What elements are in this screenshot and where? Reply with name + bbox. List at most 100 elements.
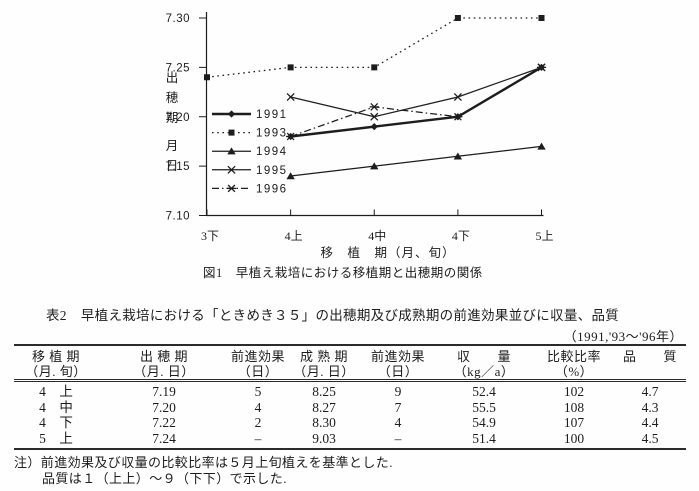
marker-1993 <box>371 64 378 71</box>
column-header: 品 質 <box>622 349 677 364</box>
table-cell: 7.20 <box>152 399 176 415</box>
marker-1993 <box>538 15 545 21</box>
table-cell: 7.19 <box>152 384 176 399</box>
legend-label-1993: 1993 <box>256 128 288 140</box>
table-cell: 7.22 <box>152 415 176 430</box>
x-tick-label: 5上 <box>535 229 553 243</box>
table-cell: 4 下 <box>39 415 73 430</box>
column-header: 成 熟 期 <box>299 349 348 364</box>
y-tick-label: 7.10 <box>166 211 190 223</box>
column-header: 比較比率 <box>546 349 601 364</box>
table-cell: 4.3 <box>641 399 659 415</box>
table-cell: 8.27 <box>312 399 336 415</box>
y-axis-label: 出 <box>166 71 179 85</box>
marker-1994 <box>537 142 546 150</box>
figure1-caption: 図1 早植え栽培における移植期と出穂期の関係 <box>203 265 483 280</box>
table-cell: 102 <box>563 384 585 399</box>
x-tick-label: 4中 <box>368 228 386 243</box>
marker-1994 <box>286 172 295 180</box>
marker-1994 <box>370 162 379 170</box>
column-unit: （%） <box>554 364 594 379</box>
column-unit <box>614 364 686 381</box>
table-row: 5 上 7.24 – 9.03 – 51.4 100 4.5 <box>14 431 686 450</box>
table-cell: 52.4 <box>472 384 496 399</box>
marker-1996 <box>453 112 463 121</box>
table-cell: 2 <box>254 415 262 430</box>
legend-marker-1995 <box>227 165 236 174</box>
results-table-body: 4 上 7.19 5 8.25 9 52.4 102 4.7 4 中 7.20 4 8.27 7 55.5… <box>14 381 686 450</box>
table-row: 4 下 7.22 2 8.30 4 54.9 107 4.4 <box>14 415 686 431</box>
y-tick-label: 7.20 <box>166 112 190 124</box>
table-cell: 54.9 <box>472 415 496 430</box>
table-cell: 55.5 <box>472 399 496 415</box>
table-cell: 4 上 <box>39 384 73 399</box>
table-cell: 108 <box>563 399 585 415</box>
series-line-1991 <box>290 66 543 138</box>
marker-1991 <box>370 123 378 131</box>
table-cell: 4 <box>394 415 402 430</box>
marker-1995 <box>370 112 379 121</box>
legend-label-1994: 1994 <box>256 146 288 158</box>
legend-marker-1991 <box>227 110 236 118</box>
table-cell: 4 中 <box>39 399 73 415</box>
y-tick-label: 7.30 <box>166 13 190 25</box>
legend-label-1995: 1995 <box>256 165 288 177</box>
marker-1996 <box>369 103 379 111</box>
y-tick-label: 7.15 <box>166 161 190 173</box>
table-cell: 4.4 <box>641 415 659 430</box>
table-cell: 8.30 <box>312 415 336 430</box>
column-header: 前進効果 <box>370 349 425 364</box>
table2-label: 表2 <box>46 308 67 323</box>
column-header: 出 穂 期 <box>139 349 188 364</box>
table-cell: – <box>254 430 262 446</box>
column-unit: （kg／a） <box>453 364 515 379</box>
marker-1995 <box>286 92 295 102</box>
marker-1995 <box>453 92 462 102</box>
table-row: 4 中 7.20 4 8.27 7 55.5 108 4.3 <box>14 400 686 416</box>
y-axis-label: 期 <box>166 111 179 125</box>
column-header: 収 量 <box>456 349 511 364</box>
legend-marker-1993 <box>228 129 235 136</box>
marker-1996 <box>286 132 296 141</box>
table-cell: 7.24 <box>152 430 176 446</box>
y-axis-label: 日 <box>166 159 179 173</box>
table2-footnote-1: 注）前進効果及び収量の比較比率は５月上旬植えを基準とした. <box>14 455 393 470</box>
series-line-1995 <box>290 66 542 118</box>
marker-1996 <box>536 63 547 72</box>
table-cell: 5 <box>254 384 262 399</box>
table-cell: 51.4 <box>472 430 496 446</box>
legend-marker-1996 <box>226 184 237 193</box>
table-row: 4 上 7.19 5 8.25 9 52.4 102 4.7 <box>14 381 686 400</box>
marker-1994 <box>453 152 463 160</box>
table-cell: 100 <box>563 430 585 446</box>
column-unit: （日） <box>237 364 279 379</box>
table2-title-text: 早植え栽培における「ときめき３５」の出穂期及び成熟期の前進効果並びに収量、品質 <box>80 308 620 323</box>
column-unit: （月. 日） <box>133 364 195 379</box>
results-table: 移 植 期出 穂 期前進効果成 熟 期前進効果収 量比較比率品 質（月. 旬）（… <box>14 344 686 450</box>
legend-marker-1994 <box>227 147 236 155</box>
results-table-header: 移 植 期出 穂 期前進効果成 熟 期前進効果収 量比較比率品 質（月. 旬）（… <box>14 345 686 381</box>
column-unit: （月. 日） <box>293 364 355 379</box>
marker-1993 <box>204 74 210 81</box>
table2-years-note: （1991,'93～'96年） <box>563 329 683 344</box>
x-tick-label: 4下 <box>452 229 470 243</box>
table-cell: 4 <box>254 399 262 415</box>
marker-1993 <box>454 15 461 21</box>
y-tick-label: 7.25 <box>166 62 190 74</box>
column-unit: （日） <box>377 364 419 379</box>
table-cell: 107 <box>563 415 585 430</box>
y-axis-label: 月 <box>166 139 179 153</box>
table2-footnote-2: 品質は１（上上）～９（下下）で示した. <box>42 471 287 486</box>
x-axis-title: 移 植 期（月、旬） <box>320 245 455 260</box>
table-cell: 8.25 <box>312 384 336 399</box>
table-cell: 9 <box>394 384 402 399</box>
y-axis-label: 穂 <box>166 91 179 105</box>
column-header: 移 植 期 <box>31 349 80 364</box>
x-tick-label: 3下 <box>201 229 219 243</box>
legend-label-1996: 1996 <box>256 183 288 195</box>
table-cell: 4.5 <box>641 430 659 446</box>
table-cell: 7 <box>394 399 402 415</box>
table-cell: 9.03 <box>312 430 336 446</box>
